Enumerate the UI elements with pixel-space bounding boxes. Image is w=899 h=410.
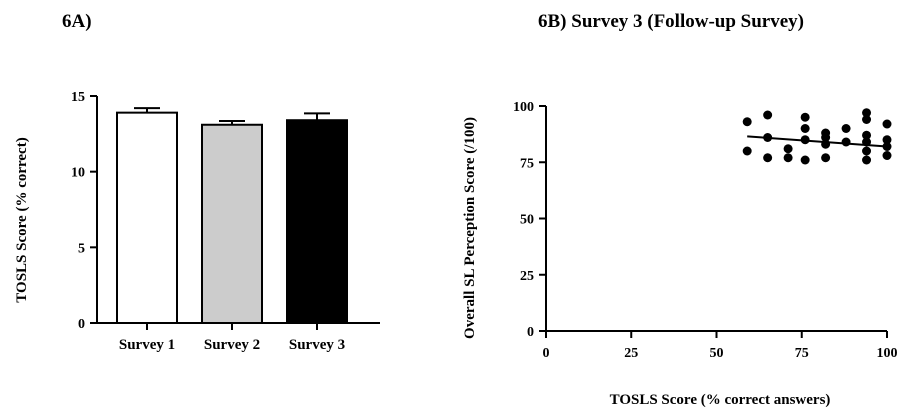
panel-6b-y-tick-label: 100: [513, 100, 534, 115]
panel-6b-data-point: [800, 124, 810, 133]
panel-6b-data-point: [821, 133, 831, 142]
panel-6a-category-label: Survey 1: [119, 337, 175, 353]
panel-6b-data-point: [882, 135, 892, 145]
panel-6b-data-point: [882, 119, 892, 129]
panel-6b-y-tick-label: 0: [527, 325, 534, 340]
panel-6b-data-point: [742, 146, 752, 156]
panel-6b-data-point: [862, 146, 872, 156]
panel-6b-x-tick-label: 50: [710, 346, 724, 361]
panel-6b-data-point: [862, 115, 872, 124]
panel-6a-category-label: Survey 2: [204, 337, 260, 353]
panel-6b-x-tick-label: 75: [795, 346, 809, 361]
panel-6a-tick-labels: 0 5 10 15 Survey 1 Survey 2 Survey 3: [71, 90, 345, 353]
panel-6b-data-point: [800, 112, 810, 122]
panel-6b-data-point: [763, 110, 773, 120]
panel-6b-y-tick-label: 25: [520, 269, 534, 284]
panel-6b-points: [742, 108, 892, 165]
panel-6b-data-point: [841, 124, 851, 133]
panel-6b-label: 6B) Survey 3 (Follow-up Survey): [538, 11, 804, 32]
panel-6b-data-point: [821, 153, 831, 163]
panel-6a-y-tick-label: 10: [71, 166, 85, 181]
panel-6a-bars: [116, 107, 348, 325]
panel-6b-x-tick-label: 0: [543, 346, 550, 361]
panel-6b-data-point: [783, 144, 793, 154]
panel-6b-trend-line: [747, 135, 888, 148]
panel-6a-y-tick-label: 5: [78, 241, 85, 256]
panel-6b-data-point: [763, 153, 773, 163]
panel-6b-x-axis-title: TOSLS Score (% correct answers): [610, 392, 831, 408]
panel-6a-label: 6A): [62, 11, 92, 32]
panel-6a-y-tick-label: 0: [78, 317, 85, 332]
panel-6b: 6B) Survey 3 (Follow-up Survey) Overall …: [462, 11, 898, 408]
panel-6b-tick-labels: 0 25 50 75 100 0 25 50 75 100: [513, 100, 898, 361]
panel-6a-y-axis-title: TOSLS Score (% correct): [14, 137, 30, 302]
panel-6a-bar: [116, 111, 178, 324]
panel-6b-data-point: [882, 151, 892, 160]
panel-6b-x-tick-label: 100: [877, 346, 898, 361]
panel-6b-data-point: [862, 108, 872, 118]
panel-6b-x-tick-label: 25: [624, 346, 638, 361]
panel-6b-y-axis-title: Overall SL Perception Score (/100): [462, 117, 478, 339]
panel-6a-bar: [201, 123, 263, 325]
panel-6b-data-point: [862, 155, 872, 165]
panel-6b-y-tick-label: 75: [520, 156, 534, 171]
panel-6a: 6A) TOSLS Score (% correct) 0 5 10 15 Survey…: [14, 11, 380, 353]
panel-6b-data-point: [862, 130, 872, 140]
panel-6b-axes: [539, 105, 888, 338]
panel-6a-bar: [286, 119, 348, 324]
panel-6b-data-point: [800, 155, 810, 165]
panel-6b-data-point: [841, 137, 851, 147]
panel-6a-y-tick-label: 15: [71, 90, 85, 105]
panel-6a-category-label: Survey 3: [289, 337, 345, 353]
panel-6b-y-tick-label: 50: [520, 213, 534, 228]
panel-6b-data-point: [742, 117, 752, 127]
panel-6b-data-point: [783, 153, 793, 163]
